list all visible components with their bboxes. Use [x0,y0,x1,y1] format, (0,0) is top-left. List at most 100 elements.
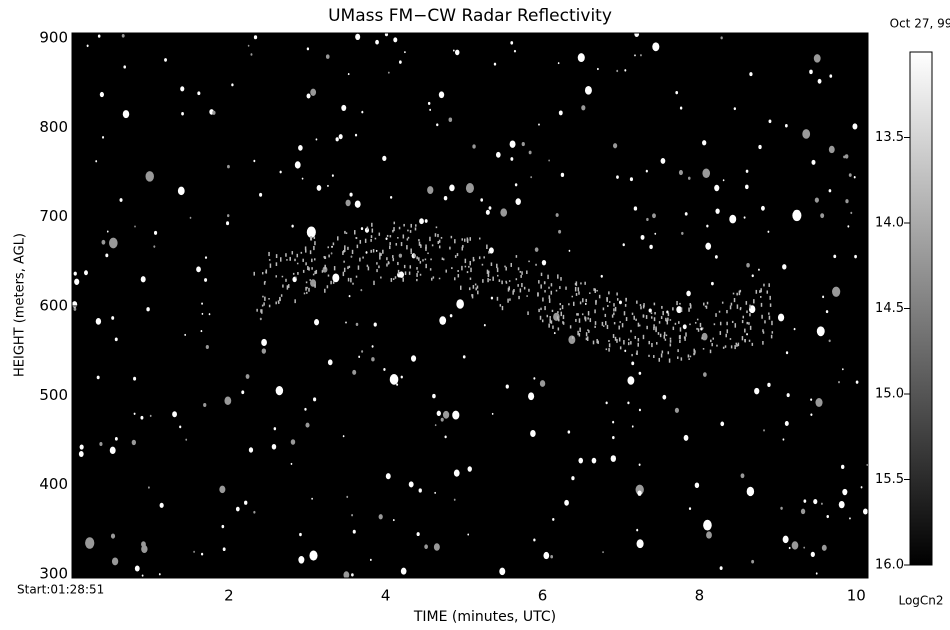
echo-layer [310,236,312,241]
echo-layer [422,259,424,262]
echo [342,435,345,438]
echo-layer [510,262,513,267]
echo [398,253,403,258]
echo-layer [571,295,574,298]
echo [396,383,399,386]
echo-layer [475,287,477,291]
echo [429,108,432,111]
echo-layer [263,302,265,306]
echo-layer [314,241,316,246]
echo-layer [521,282,523,288]
echo-layer [594,321,597,325]
echo [227,214,230,218]
echo-layer [664,338,667,341]
echo-layer [490,262,493,266]
echo-layer [562,314,565,320]
echo-layer [577,330,579,336]
echo [777,313,785,322]
echo-layer [760,295,762,298]
echo [95,160,98,163]
echo-layer [569,325,572,329]
echo [259,192,263,197]
echo-layer [657,332,660,335]
echo [208,313,211,316]
echo [348,294,351,298]
echo [749,72,753,77]
echo-layer [462,244,464,248]
echo-layer [574,282,577,286]
echo-layer [425,246,427,251]
echo-layer [505,280,507,283]
echo [193,550,195,553]
echo-layer [261,272,264,275]
echo-layer [741,336,744,341]
echo [350,255,353,258]
echo [141,574,144,577]
echo-layer [667,351,670,355]
echo-layer [501,305,504,311]
echo [365,251,368,254]
echo-layer [680,307,683,312]
echo [602,551,604,554]
echo-layer [734,323,737,328]
echo-layer [277,300,280,303]
echo [714,255,718,259]
echo-layer [280,294,283,297]
echo [564,499,569,506]
echo [109,446,116,455]
echo-layer [265,269,268,274]
echo-layer [327,246,330,249]
echo [74,278,80,285]
echo [454,49,460,56]
echo-layer [736,304,739,309]
echo [528,150,532,155]
echo [311,497,313,500]
echo [850,211,853,215]
echo-layer [308,267,310,271]
echo-layer [730,302,733,306]
echo-layer [630,329,632,333]
echo [803,499,807,503]
echo-layer [642,314,645,318]
echo [638,463,641,466]
echo [133,412,136,415]
echo-layer [628,338,630,341]
echo [360,227,364,231]
echo-layer [305,262,307,266]
echo-layer [370,238,372,242]
echo-layer [749,304,751,309]
echo [821,544,827,551]
echo [815,572,818,575]
echo [703,372,707,377]
echo-layer [716,344,718,347]
echo-layer [327,274,330,277]
echo-layer [578,333,581,337]
echo-layer [313,245,315,251]
echo [373,322,377,327]
echo-layer [737,342,740,347]
echo-layer [630,341,632,345]
echo-layer [627,342,630,346]
echo-layer [653,324,655,329]
echo-layer [592,340,595,345]
echo [253,159,256,163]
echo-layer [366,264,369,267]
echo-layer [420,244,422,248]
echo-layer [648,354,650,357]
echo-layer [546,314,549,318]
echo-layer [430,258,432,261]
echo-layer [451,267,453,270]
echo-layer [305,281,308,284]
echo-layer [464,258,467,264]
echo-layer [538,308,540,313]
echo [433,543,440,551]
echo [78,451,84,458]
echo [490,296,494,300]
echo-layer [605,348,608,351]
echo [703,519,712,531]
echo-layer [710,339,712,343]
echo [134,565,140,572]
echo-layer [314,258,316,261]
echo-layer [328,254,330,258]
echo-layer [432,276,435,279]
